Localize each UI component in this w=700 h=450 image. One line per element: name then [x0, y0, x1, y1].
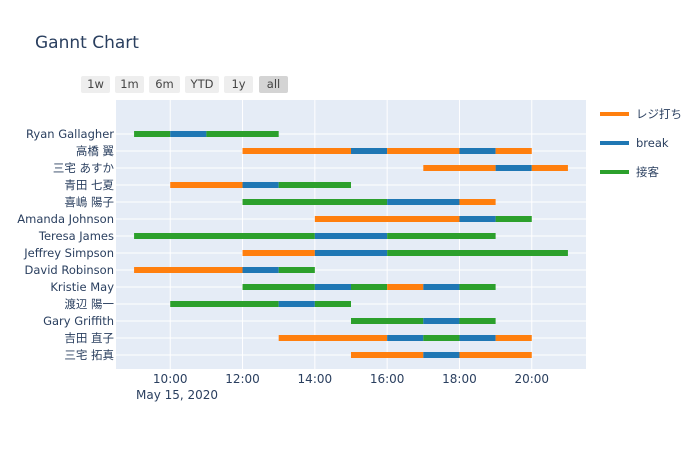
gantt-bar[interactable]	[351, 284, 388, 290]
gantt-bar[interactable]	[242, 250, 315, 256]
legend-swatch-break	[600, 141, 629, 145]
y-tick-label: Jeffrey Simpson	[23, 246, 114, 260]
gantt-bar[interactable]	[314, 250, 388, 256]
gantt-bar[interactable]	[242, 182, 279, 188]
gantt-bar[interactable]	[278, 267, 315, 273]
x-tick-label: 12:00	[225, 372, 260, 386]
gantt-bar[interactable]	[387, 148, 460, 154]
range-button-1m[interactable]: 1m	[115, 76, 144, 93]
range-button-6m[interactable]: 6m	[149, 76, 180, 93]
range-button-all[interactable]: all	[259, 76, 288, 93]
gantt-bar[interactable]	[459, 352, 532, 358]
y-tick-label: 高橋 翼	[76, 144, 114, 158]
bars-group	[134, 131, 568, 358]
gantt-bar[interactable]	[423, 284, 460, 290]
range-button-1y[interactable]: 1y	[224, 76, 253, 93]
gantt-bar[interactable]	[314, 233, 388, 239]
gantt-bar[interactable]	[242, 284, 315, 290]
y-tick-label: David Robinson	[25, 263, 114, 277]
gantt-bar[interactable]	[531, 165, 568, 171]
gantt-bar[interactable]	[387, 233, 496, 239]
chart-title: Gannt Chart	[35, 33, 139, 53]
y-tick-label: 三宅 拓真	[64, 348, 114, 362]
gantt-bar[interactable]	[459, 199, 496, 205]
gantt-bar[interactable]	[459, 216, 496, 222]
x-tick-label: 10:00	[153, 372, 188, 386]
y-tick-label: Gary Griffith	[43, 314, 114, 328]
legend-label-sekkyaku: 接客	[636, 165, 659, 179]
y-tick-label: 渡辺 陽一	[64, 297, 114, 311]
legend-item-reji[interactable]: レジ打ち	[598, 106, 688, 122]
gantt-bar[interactable]	[242, 199, 388, 205]
legend-item-break[interactable]: break	[598, 135, 688, 151]
gantt-bar[interactable]	[387, 250, 568, 256]
range-button-1w[interactable]: 1w	[81, 76, 110, 93]
gantt-bar[interactable]	[314, 216, 460, 222]
gantt-bar[interactable]	[278, 335, 388, 341]
gantt-bar[interactable]	[423, 318, 460, 324]
y-tick-label: 青田 七夏	[64, 178, 114, 192]
y-tick-label: 吉田 直子	[64, 331, 114, 345]
y-tick-label: Amanda Johnson	[17, 212, 114, 226]
gantt-bar[interactable]	[351, 318, 424, 324]
legend-swatch-reji	[600, 112, 629, 116]
gantt-bar[interactable]	[242, 267, 279, 273]
gantt-bar[interactable]	[459, 148, 496, 154]
gantt-bar[interactable]	[459, 284, 496, 290]
gantt-bar[interactable]	[387, 199, 460, 205]
y-tick-label: 喜嶋 陽子	[64, 195, 114, 209]
gantt-bar[interactable]	[351, 352, 424, 358]
y-tick-label: Kristie May	[50, 280, 114, 294]
legend-swatch-sekkyaku	[600, 170, 629, 174]
gantt-bar[interactable]	[206, 131, 279, 137]
legend-label-reji: レジ打ち	[636, 107, 682, 121]
gantt-bar[interactable]	[495, 335, 532, 341]
gantt-bar[interactable]	[495, 148, 532, 154]
gantt-bar[interactable]	[134, 131, 171, 137]
gantt-bar[interactable]	[278, 301, 315, 307]
gantt-bar[interactable]	[459, 335, 496, 341]
x-axis-labels: 10:00 12:00 14:00 16:00 18:00 20:00	[153, 372, 549, 386]
gantt-bar[interactable]	[170, 301, 279, 307]
y-tick-label: Teresa James	[38, 229, 114, 243]
gantt-bar[interactable]	[423, 352, 460, 358]
gantt-bar[interactable]	[278, 182, 351, 188]
range-button-ytd[interactable]: YTD	[185, 76, 219, 93]
gantt-bar[interactable]	[423, 165, 496, 171]
y-tick-label: Ryan Gallagher	[26, 127, 114, 141]
legend-item-sekkyaku[interactable]: 接客	[598, 164, 688, 180]
gantt-bar[interactable]	[170, 182, 243, 188]
x-tick-label: 20:00	[514, 372, 549, 386]
gantt-bar[interactable]	[314, 284, 351, 290]
gantt-bar[interactable]	[170, 131, 207, 137]
gantt-bar[interactable]	[423, 335, 460, 341]
gantt-bar[interactable]	[495, 165, 532, 171]
gantt-bar[interactable]	[387, 335, 424, 341]
x-tick-label: 18:00	[442, 372, 477, 386]
gantt-bar[interactable]	[134, 267, 243, 273]
y-tick-label: 三宅 あすか	[53, 161, 115, 175]
gantt-bar[interactable]	[495, 216, 532, 222]
gantt-bar[interactable]	[134, 233, 315, 239]
x-date-label: May 15, 2020	[136, 388, 218, 402]
legend-label-break: break	[636, 136, 669, 150]
x-tick-label: 16:00	[370, 372, 405, 386]
gantt-bar[interactable]	[242, 148, 351, 154]
gantt-bar[interactable]	[387, 284, 424, 290]
gantt-bar[interactable]	[351, 148, 388, 154]
x-tick-label: 14:00	[298, 372, 333, 386]
gantt-bar[interactable]	[459, 318, 496, 324]
gantt-bar[interactable]	[314, 301, 351, 307]
